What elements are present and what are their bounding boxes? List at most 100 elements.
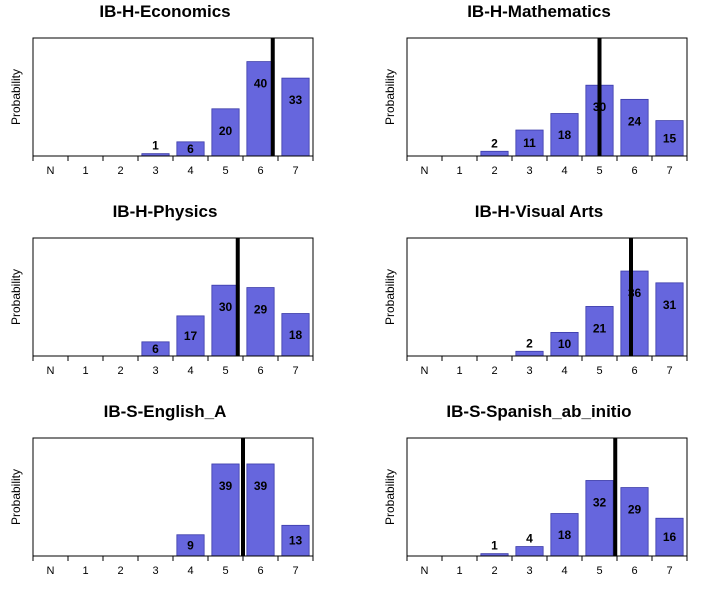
x-tick-label: 5	[222, 565, 228, 577]
x-tick-label: 2	[117, 165, 123, 177]
x-tick-label: 4	[561, 565, 567, 577]
x-tick-label: 4	[561, 165, 567, 177]
bar-6	[620, 487, 649, 557]
value-label: 31	[663, 298, 677, 312]
chart-title: IB-H-Mathematics	[467, 2, 611, 21]
bar-chart: Probability 1 4 18 32 29 16 N 1 2 3 4 5 6 7	[383, 437, 688, 577]
value-label: 11	[523, 136, 536, 150]
value-label: 30	[593, 100, 607, 114]
value-label: 6	[187, 142, 194, 156]
bar-5	[211, 284, 240, 357]
bar-chart: Probability 2 10 21 36 31 N 1 2 3 4 5 6 7	[383, 237, 688, 377]
value-label: 18	[289, 328, 303, 342]
x-tick-label: 6	[257, 565, 263, 577]
chart-title: IB-S-Spanish_ab_initio	[446, 402, 632, 421]
x-tick-label: 5	[596, 165, 602, 177]
x-tick-label: 3	[152, 565, 158, 577]
bar-7	[281, 77, 310, 157]
value-label: 18	[558, 128, 572, 142]
x-tick-label: N	[47, 165, 55, 177]
bar-6	[620, 270, 649, 357]
bar-5	[585, 480, 614, 557]
x-tick-label: 6	[631, 565, 637, 577]
y-axis-label: Probability	[9, 69, 23, 125]
plot-frame	[32, 237, 314, 356]
bar-3	[515, 350, 544, 357]
x-tick-label: 1	[82, 165, 88, 177]
y-axis-label: Probability	[383, 69, 397, 125]
x-tick-label: 4	[187, 365, 193, 377]
value-label: 29	[254, 303, 268, 317]
x-tick-label: 7	[292, 365, 298, 377]
bar-7	[655, 120, 684, 157]
x-tick-label: 3	[526, 165, 532, 177]
x-tick-label: N	[421, 565, 429, 577]
x-tick-label: 7	[666, 165, 672, 177]
x-tick-label: 6	[257, 365, 263, 377]
x-tick-label: 2	[117, 365, 123, 377]
x-tick-label: 7	[666, 565, 672, 577]
value-label: 39	[254, 479, 268, 493]
value-label: 4	[526, 532, 533, 546]
y-axis-label: Probability	[9, 469, 23, 525]
value-label: 16	[663, 530, 677, 544]
value-label: 2	[526, 336, 533, 350]
value-label: 6	[152, 342, 159, 356]
x-tick-label: 3	[152, 165, 158, 177]
x-tick-label: 1	[82, 565, 88, 577]
x-tick-label: 1	[82, 365, 88, 377]
bar-5	[585, 306, 614, 357]
value-label: 1	[152, 139, 159, 153]
chart-title: IB-S-English_A	[103, 402, 227, 421]
bar-chart: Probability 1 6 20 40 33 N 1 2 3 4 5 6 7	[9, 37, 314, 177]
chart-panel: IB-H-Economics Probability 1 6 20 40 33 N 1 2 3 4 5 6…	[0, 0, 340, 190]
y-axis-label: Probability	[383, 269, 397, 325]
value-label: 29	[628, 503, 642, 517]
bar-5	[211, 108, 240, 157]
value-label: 20	[219, 124, 233, 138]
value-label: 24	[628, 114, 642, 128]
value-label: 39	[219, 479, 233, 493]
x-tick-label: 3	[526, 565, 532, 577]
plot-frame	[406, 37, 688, 156]
x-tick-label: 5	[596, 365, 602, 377]
bar-7	[281, 313, 310, 357]
x-tick-label: 1	[456, 565, 462, 577]
plot-frame	[32, 37, 314, 156]
bar-4	[550, 513, 579, 557]
value-label: 21	[593, 321, 607, 335]
bar-chart: Probability 9 39 39 13 N 1 2 3 4 5 6 7	[9, 437, 314, 577]
chart-title: IB-H-Economics	[99, 2, 231, 21]
value-label: 17	[184, 329, 198, 343]
chart-title: IB-H-Physics	[112, 202, 218, 221]
bar-2	[480, 150, 509, 157]
x-tick-label: 5	[222, 365, 228, 377]
chart-panel: IB-S-Spanish_ab_initio Probability 1 4 18 32 2…	[374, 400, 706, 590]
bar-6	[620, 98, 649, 157]
chart-panel: IB-S-English_A Probability 9 39 39 13 N 1 2 3 4 5 6 7	[0, 400, 340, 590]
plot-frame	[32, 437, 314, 556]
plot-frame	[406, 437, 688, 556]
chart-title: IB-H-Visual Arts	[474, 202, 604, 221]
x-tick-label: 7	[292, 165, 298, 177]
x-tick-label: 2	[491, 565, 497, 577]
x-tick-label: 6	[257, 165, 263, 177]
x-tick-label: 4	[187, 565, 193, 577]
x-tick-label: 2	[491, 165, 497, 177]
x-tick-label: 7	[666, 365, 672, 377]
x-tick-label: 5	[596, 565, 602, 577]
x-tick-label: N	[421, 365, 429, 377]
x-tick-label: 4	[187, 165, 193, 177]
bar-5	[211, 463, 240, 557]
value-label: 1	[491, 539, 498, 553]
bar-6	[246, 463, 275, 557]
chart-panel: IB-H-Mathematics Probability 2 11 18 30 24 15 N 1…	[374, 0, 706, 190]
value-label: 36	[628, 286, 642, 300]
y-axis-label: Probability	[9, 269, 23, 325]
x-tick-label: 5	[222, 165, 228, 177]
chart-panel: IB-H-Visual Arts Probability 2 10 21 36 31 N 1 2 3…	[374, 200, 706, 390]
chart-panel: IB-H-Physics Probability 6 17 30 29 18 N 1 2 3 4 5 6 7	[0, 200, 340, 390]
value-label: 40	[254, 77, 268, 91]
value-label: 33	[289, 93, 303, 107]
bar-6	[246, 287, 275, 357]
